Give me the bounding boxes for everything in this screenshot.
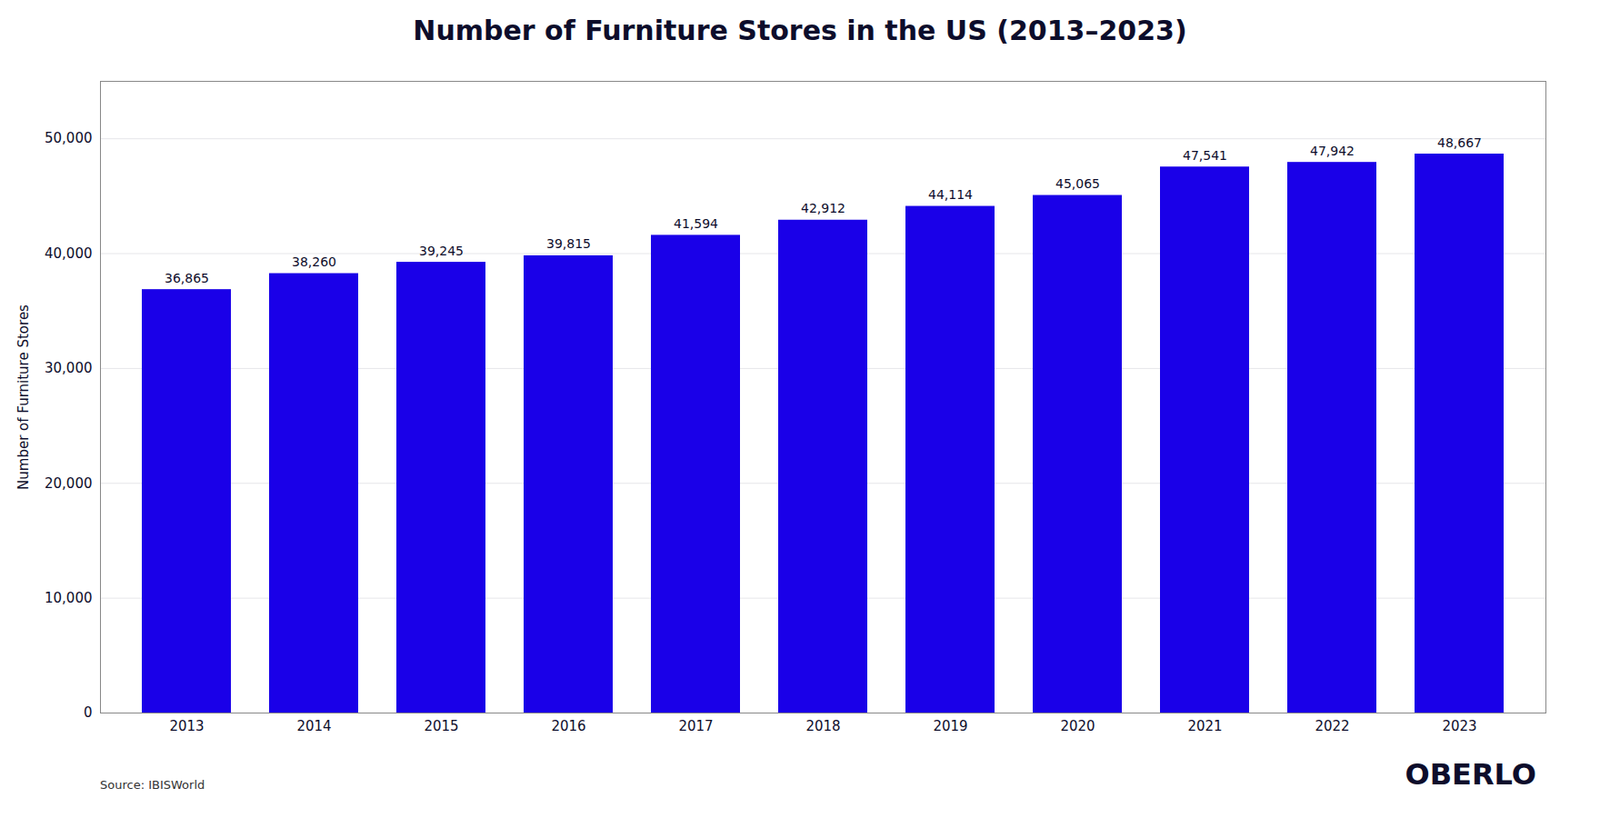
svg-text:41,594: 41,594 — [673, 216, 719, 231]
svg-text:42,912: 42,912 — [800, 200, 846, 216]
svg-text:2014: 2014 — [296, 718, 331, 735]
svg-text:45,065: 45,065 — [1055, 176, 1100, 191]
svg-text:40,000: 40,000 — [44, 245, 93, 262]
html-text:Source: IBISWorld: Source: IBISWorld — [100, 778, 205, 792]
svg-text:2015: 2015 — [423, 718, 459, 735]
html-text:OBERLO: OBERLO — [1405, 757, 1537, 792]
svg-text:2020: 2020 — [1060, 718, 1095, 735]
svg-text:2018: 2018 — [805, 718, 840, 735]
svg-text:20,000: 20,000 — [44, 475, 93, 492]
svg-text:2019: 2019 — [932, 718, 968, 735]
svg-text:0: 0 — [83, 704, 93, 721]
svg-text:2016: 2016 — [550, 718, 586, 735]
svg-text:Number of Furniture Stores: Number of Furniture Stores — [15, 304, 32, 490]
svg-text:47,541: 47,541 — [1182, 148, 1228, 163]
svg-text:2013: 2013 — [169, 718, 204, 735]
svg-text:36,865: 36,865 — [164, 270, 210, 286]
svg-text:10,000: 10,000 — [44, 590, 93, 607]
svg-text:39,245: 39,245 — [419, 243, 464, 259]
html-text:Number of Furniture Stores in: Number of Furniture Stores in the US (20… — [413, 14, 1187, 47]
svg-text:2023: 2023 — [1441, 718, 1477, 735]
svg-text:38,260: 38,260 — [291, 254, 337, 270]
svg-text:48,667: 48,667 — [1437, 135, 1482, 150]
svg-text:44,114: 44,114 — [928, 187, 973, 202]
svg-text:30,000: 30,000 — [44, 360, 93, 377]
svg-text:47,942: 47,942 — [1310, 143, 1355, 159]
svg-text:2017: 2017 — [678, 718, 713, 735]
svg-text:39,815: 39,815 — [546, 236, 591, 251]
svg-text:2021: 2021 — [1187, 718, 1222, 735]
svg-text:50,000: 50,000 — [44, 130, 93, 147]
svg-text:2022: 2022 — [1314, 718, 1350, 735]
